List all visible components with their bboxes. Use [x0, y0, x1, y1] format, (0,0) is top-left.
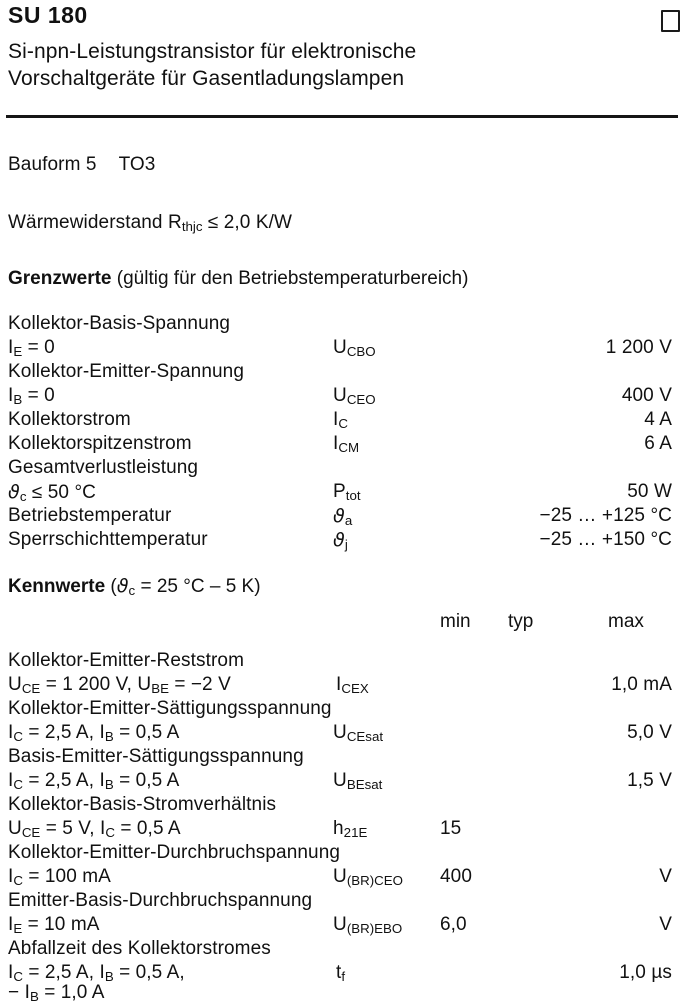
characteristics-heading-bold: Kennwerte — [8, 576, 106, 597]
row-symbol: ϑa — [333, 505, 353, 528]
thermal-resistance-line: Wärmewiderstand Rthjc ≤ 2,0 K/W — [8, 212, 292, 234]
table-row: Betriebstemperatur ϑa −25 … +125 °C — [0, 505, 700, 529]
characteristic-description: Basis-Emitter-Sättigungsspannung — [8, 746, 304, 767]
row-symbol: ICEX — [336, 674, 369, 696]
characteristic-description: Kollektor-Emitter-Durchbruchspannung — [8, 842, 341, 863]
table-row: ϑc ≤ 50 °C Ptot 50 W — [0, 481, 700, 505]
row-symbol: tf — [336, 962, 346, 984]
row-symbol: U(BR)EBO — [333, 914, 403, 936]
row-condition: Betriebstemperatur — [8, 505, 172, 526]
row-value: −25 … +150 °C — [539, 529, 672, 550]
table-row: IC = 100 mA U(BR)CEO 400 V — [0, 866, 700, 890]
characteristic-description: Abfallzeit des Kollektorstromes — [8, 938, 271, 959]
limit-description: Gesamtverlustleistung — [8, 457, 199, 478]
package-line: Bauform 5 TO3 — [8, 154, 155, 176]
row-condition: IC = 2,5 A, IB = 0,5 A — [8, 770, 180, 792]
row-value: 1 200 V — [605, 337, 672, 358]
row-symbol: UCEsat — [333, 722, 384, 744]
row-symbol: Ptot — [333, 481, 361, 503]
row-condition: IC = 100 mA — [8, 866, 111, 888]
square-outline-mark-icon — [661, 10, 680, 32]
row-condition-continued: − IB = 1,0 A — [8, 982, 105, 1004]
table-row: UCE = 5 V, IC = 0,5 A h21E 15 — [0, 818, 700, 842]
row-value-min: 400 — [440, 866, 473, 887]
table-row: IC = 2,5 A, IB = 0,5 A UBEsat 1,5 V — [0, 770, 700, 794]
row-value-min: 15 — [440, 818, 462, 839]
limits-heading: Grenzwerte (gültig für den Betriebstempe… — [8, 268, 468, 290]
row-value: 50 W — [627, 481, 672, 502]
row-value: 4 A — [644, 409, 672, 430]
row-condition: Kollektorstrom — [8, 409, 131, 430]
limits-heading-bold: Grenzwerte — [8, 268, 112, 289]
row-condition: IC = 2,5 A, IB = 0,5 A — [8, 722, 180, 744]
table-row: IB = 0 UCEO 400 V — [0, 385, 700, 409]
row-condition: IC = 2,5 A, IB = 0,5 A, — [8, 962, 185, 984]
package-label: Bauform 5 — [8, 154, 97, 175]
row-condition: IE = 0 — [8, 337, 55, 359]
package-value: TO3 — [118, 154, 156, 175]
row-symbol: U(BR)CEO — [333, 866, 403, 888]
table-row: Sperrschichttemperatur ϑj −25 … +150 °C — [0, 529, 700, 553]
row-condition: IE = 10 mA — [8, 914, 100, 936]
header-divider — [6, 115, 678, 118]
limit-description: Kollektor-Emitter-Spannung — [8, 361, 244, 382]
row-symbol: UBEsat — [333, 770, 383, 792]
table-row: UCE = 1 200 V, UBE = −2 V ICEX 1,0 mA — [0, 674, 700, 698]
row-value-min: 6,0 — [440, 914, 467, 935]
row-value: 400 V — [621, 385, 672, 406]
document-subtitle: Si-npn-Leistungstransistor für elektroni… — [8, 38, 668, 92]
row-value: 6 A — [644, 433, 672, 454]
row-value: −25 … +125 °C — [539, 505, 672, 526]
row-value-max: V — [659, 866, 672, 887]
row-value-max: 5,0 V — [627, 722, 672, 743]
limit-description: Kollektor-Basis-Spannung — [8, 313, 231, 334]
table-row: Kollektorspitzenstrom ICM 6 A — [0, 433, 700, 457]
row-condition: Sperrschichttemperatur — [8, 529, 208, 550]
column-header-max: max — [608, 611, 644, 632]
subtitle-line-1: Si-npn-Leistungstransistor für elektroni… — [8, 40, 417, 63]
row-value-max: 1,5 V — [627, 770, 672, 791]
characteristic-description: Kollektor-Basis-Stromverhältnis — [8, 794, 277, 815]
characteristic-description: Emitter-Basis-Durchbruchspannung — [8, 890, 313, 911]
row-condition: UCE = 1 200 V, UBE = −2 V — [8, 674, 231, 696]
characteristics-heading: Kennwerte (ϑc = 25 °C – 5 K) — [8, 575, 261, 598]
column-header-typ: typ — [508, 611, 534, 632]
row-symbol: UCBO — [333, 337, 376, 359]
row-symbol: UCEO — [333, 385, 376, 407]
subtitle-line-2: Vorschaltgeräte für Gasentladungslampen — [8, 67, 405, 90]
row-symbol: ICM — [333, 433, 360, 455]
table-row: IC = 2,5 A, IB = 0,5 A, tf 1,0 µs — [0, 962, 700, 986]
characteristic-description: Kollektor-Emitter-Reststrom — [8, 650, 245, 671]
row-condition: ϑc ≤ 50 °C — [8, 481, 96, 504]
row-symbol: h21E — [333, 818, 368, 840]
row-value-max: 1,0 µs — [619, 962, 672, 983]
characteristic-description: Kollektor-Emitter-Sättigungsspannung — [8, 698, 332, 719]
table-row: IE = 10 mA U(BR)EBO 6,0 V — [0, 914, 700, 938]
row-value-max: 1,0 mA — [611, 674, 672, 695]
row-condition: Kollektorspitzenstrom — [8, 433, 192, 454]
row-symbol: IC — [333, 409, 348, 431]
table-row: IC = 2,5 A, IB = 0,5 A UCEsat 5,0 V — [0, 722, 700, 746]
limits-heading-rest: (gültig für den Betriebstemperaturbereic… — [111, 268, 469, 289]
row-symbol: ϑj — [333, 529, 348, 552]
page-title: SU 180 — [8, 2, 88, 28]
column-header-min: min — [440, 611, 471, 632]
row-value-max: V — [659, 914, 672, 935]
row-condition: IB = 0 — [8, 385, 55, 407]
row-condition: UCE = 5 V, IC = 0,5 A — [8, 818, 181, 840]
table-row: Kollektorstrom IC 4 A — [0, 409, 700, 433]
table-row: IE = 0 UCBO 1 200 V — [0, 337, 700, 361]
